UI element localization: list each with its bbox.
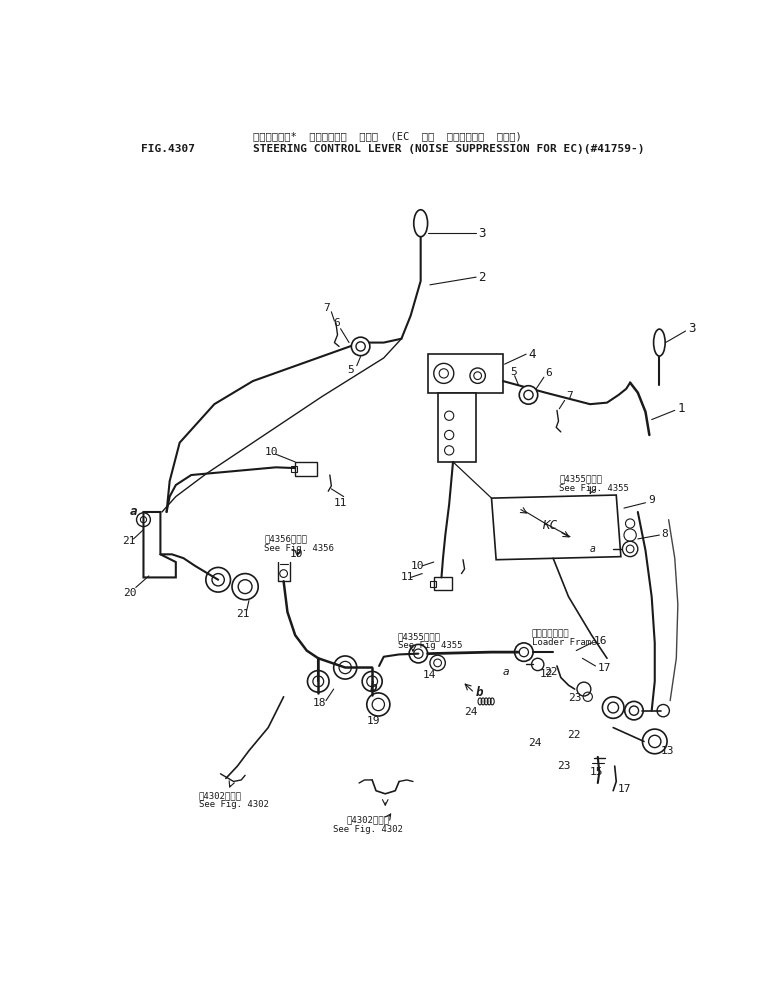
Text: See Fig. 4356: See Fig. 4356 bbox=[264, 544, 334, 553]
Text: See Fig. 4302: See Fig. 4302 bbox=[199, 800, 269, 809]
Text: 第4355図参照: 第4355図参照 bbox=[560, 474, 602, 483]
Text: Loader Frame: Loader Frame bbox=[532, 638, 596, 647]
Text: ローダフレーム: ローダフレーム bbox=[532, 629, 569, 638]
Text: 12: 12 bbox=[539, 669, 553, 679]
Text: 20: 20 bbox=[123, 587, 137, 597]
Text: 21: 21 bbox=[236, 609, 250, 619]
Bar bbox=[295, 462, 317, 476]
Text: 23: 23 bbox=[569, 694, 582, 704]
Text: See Fig. 4302: See Fig. 4302 bbox=[333, 825, 403, 834]
Text: 19: 19 bbox=[290, 550, 303, 560]
Text: 第4355図参照: 第4355図参照 bbox=[398, 632, 440, 641]
Text: 第4302図参照: 第4302図参照 bbox=[199, 791, 242, 800]
Text: STEERING CONTROL LEVER (NOISE SUPPRESSION FOR EC)(#41759-): STEERING CONTROL LEVER (NOISE SUPPRESSIO… bbox=[253, 143, 644, 153]
Text: 6: 6 bbox=[546, 369, 552, 379]
Text: 19: 19 bbox=[367, 717, 381, 727]
Text: 22: 22 bbox=[567, 731, 580, 741]
Text: 4: 4 bbox=[529, 348, 536, 361]
Text: 9: 9 bbox=[648, 495, 655, 505]
Text: 6: 6 bbox=[333, 318, 339, 328]
Text: 7: 7 bbox=[323, 303, 329, 313]
Text: 1: 1 bbox=[677, 402, 684, 414]
Text: 3: 3 bbox=[478, 227, 486, 240]
Text: 24: 24 bbox=[529, 738, 542, 747]
Text: 11: 11 bbox=[334, 498, 347, 508]
Text: 23: 23 bbox=[557, 761, 570, 771]
Text: 10: 10 bbox=[411, 561, 424, 571]
Text: KC: KC bbox=[542, 519, 556, 532]
Text: 第4302図参照: 第4302図参照 bbox=[347, 815, 390, 824]
Text: 21: 21 bbox=[122, 536, 136, 547]
Polygon shape bbox=[438, 393, 476, 462]
Text: FIG.4307: FIG.4307 bbox=[141, 143, 195, 153]
Text: See Fig 4355: See Fig 4355 bbox=[398, 641, 462, 650]
Text: 17: 17 bbox=[618, 784, 632, 794]
Text: 10: 10 bbox=[264, 447, 278, 457]
Text: b: b bbox=[476, 687, 484, 700]
Text: 5: 5 bbox=[510, 367, 517, 377]
Circle shape bbox=[356, 342, 365, 351]
Circle shape bbox=[351, 337, 370, 356]
Text: 11: 11 bbox=[401, 573, 414, 582]
Text: 15: 15 bbox=[590, 767, 604, 777]
Text: 16: 16 bbox=[594, 635, 608, 645]
Text: 14: 14 bbox=[422, 670, 436, 680]
Ellipse shape bbox=[414, 210, 428, 237]
Ellipse shape bbox=[653, 329, 665, 356]
Text: 17: 17 bbox=[598, 663, 611, 673]
Polygon shape bbox=[491, 495, 621, 560]
Text: 5: 5 bbox=[347, 365, 354, 375]
Text: b: b bbox=[370, 681, 377, 694]
Text: 22: 22 bbox=[544, 667, 557, 677]
Text: ステアリング*  コントロール  レバー  (EC  ムケ  テインシオン  ジヨウ): ステアリング* コントロール レバー (EC ムケ テインシオン ジヨウ) bbox=[253, 131, 522, 141]
Text: 18: 18 bbox=[313, 698, 326, 708]
Text: a: a bbox=[590, 544, 596, 554]
Text: a: a bbox=[129, 506, 137, 519]
Text: 第4356図参照: 第4356図参照 bbox=[264, 535, 308, 544]
Circle shape bbox=[519, 386, 538, 405]
Text: See Fig. 4355: See Fig. 4355 bbox=[560, 484, 629, 493]
Bar bbox=[291, 466, 298, 472]
Text: 7: 7 bbox=[567, 392, 573, 402]
Circle shape bbox=[524, 391, 533, 400]
Polygon shape bbox=[143, 512, 176, 578]
Text: 13: 13 bbox=[661, 746, 674, 755]
Bar bbox=[434, 578, 453, 589]
Text: 8: 8 bbox=[662, 529, 668, 539]
Text: 24: 24 bbox=[464, 707, 478, 718]
Text: a: a bbox=[503, 667, 510, 677]
Polygon shape bbox=[429, 354, 503, 393]
Bar bbox=[430, 580, 436, 586]
Text: 3: 3 bbox=[688, 322, 695, 335]
Text: 2: 2 bbox=[478, 270, 486, 283]
